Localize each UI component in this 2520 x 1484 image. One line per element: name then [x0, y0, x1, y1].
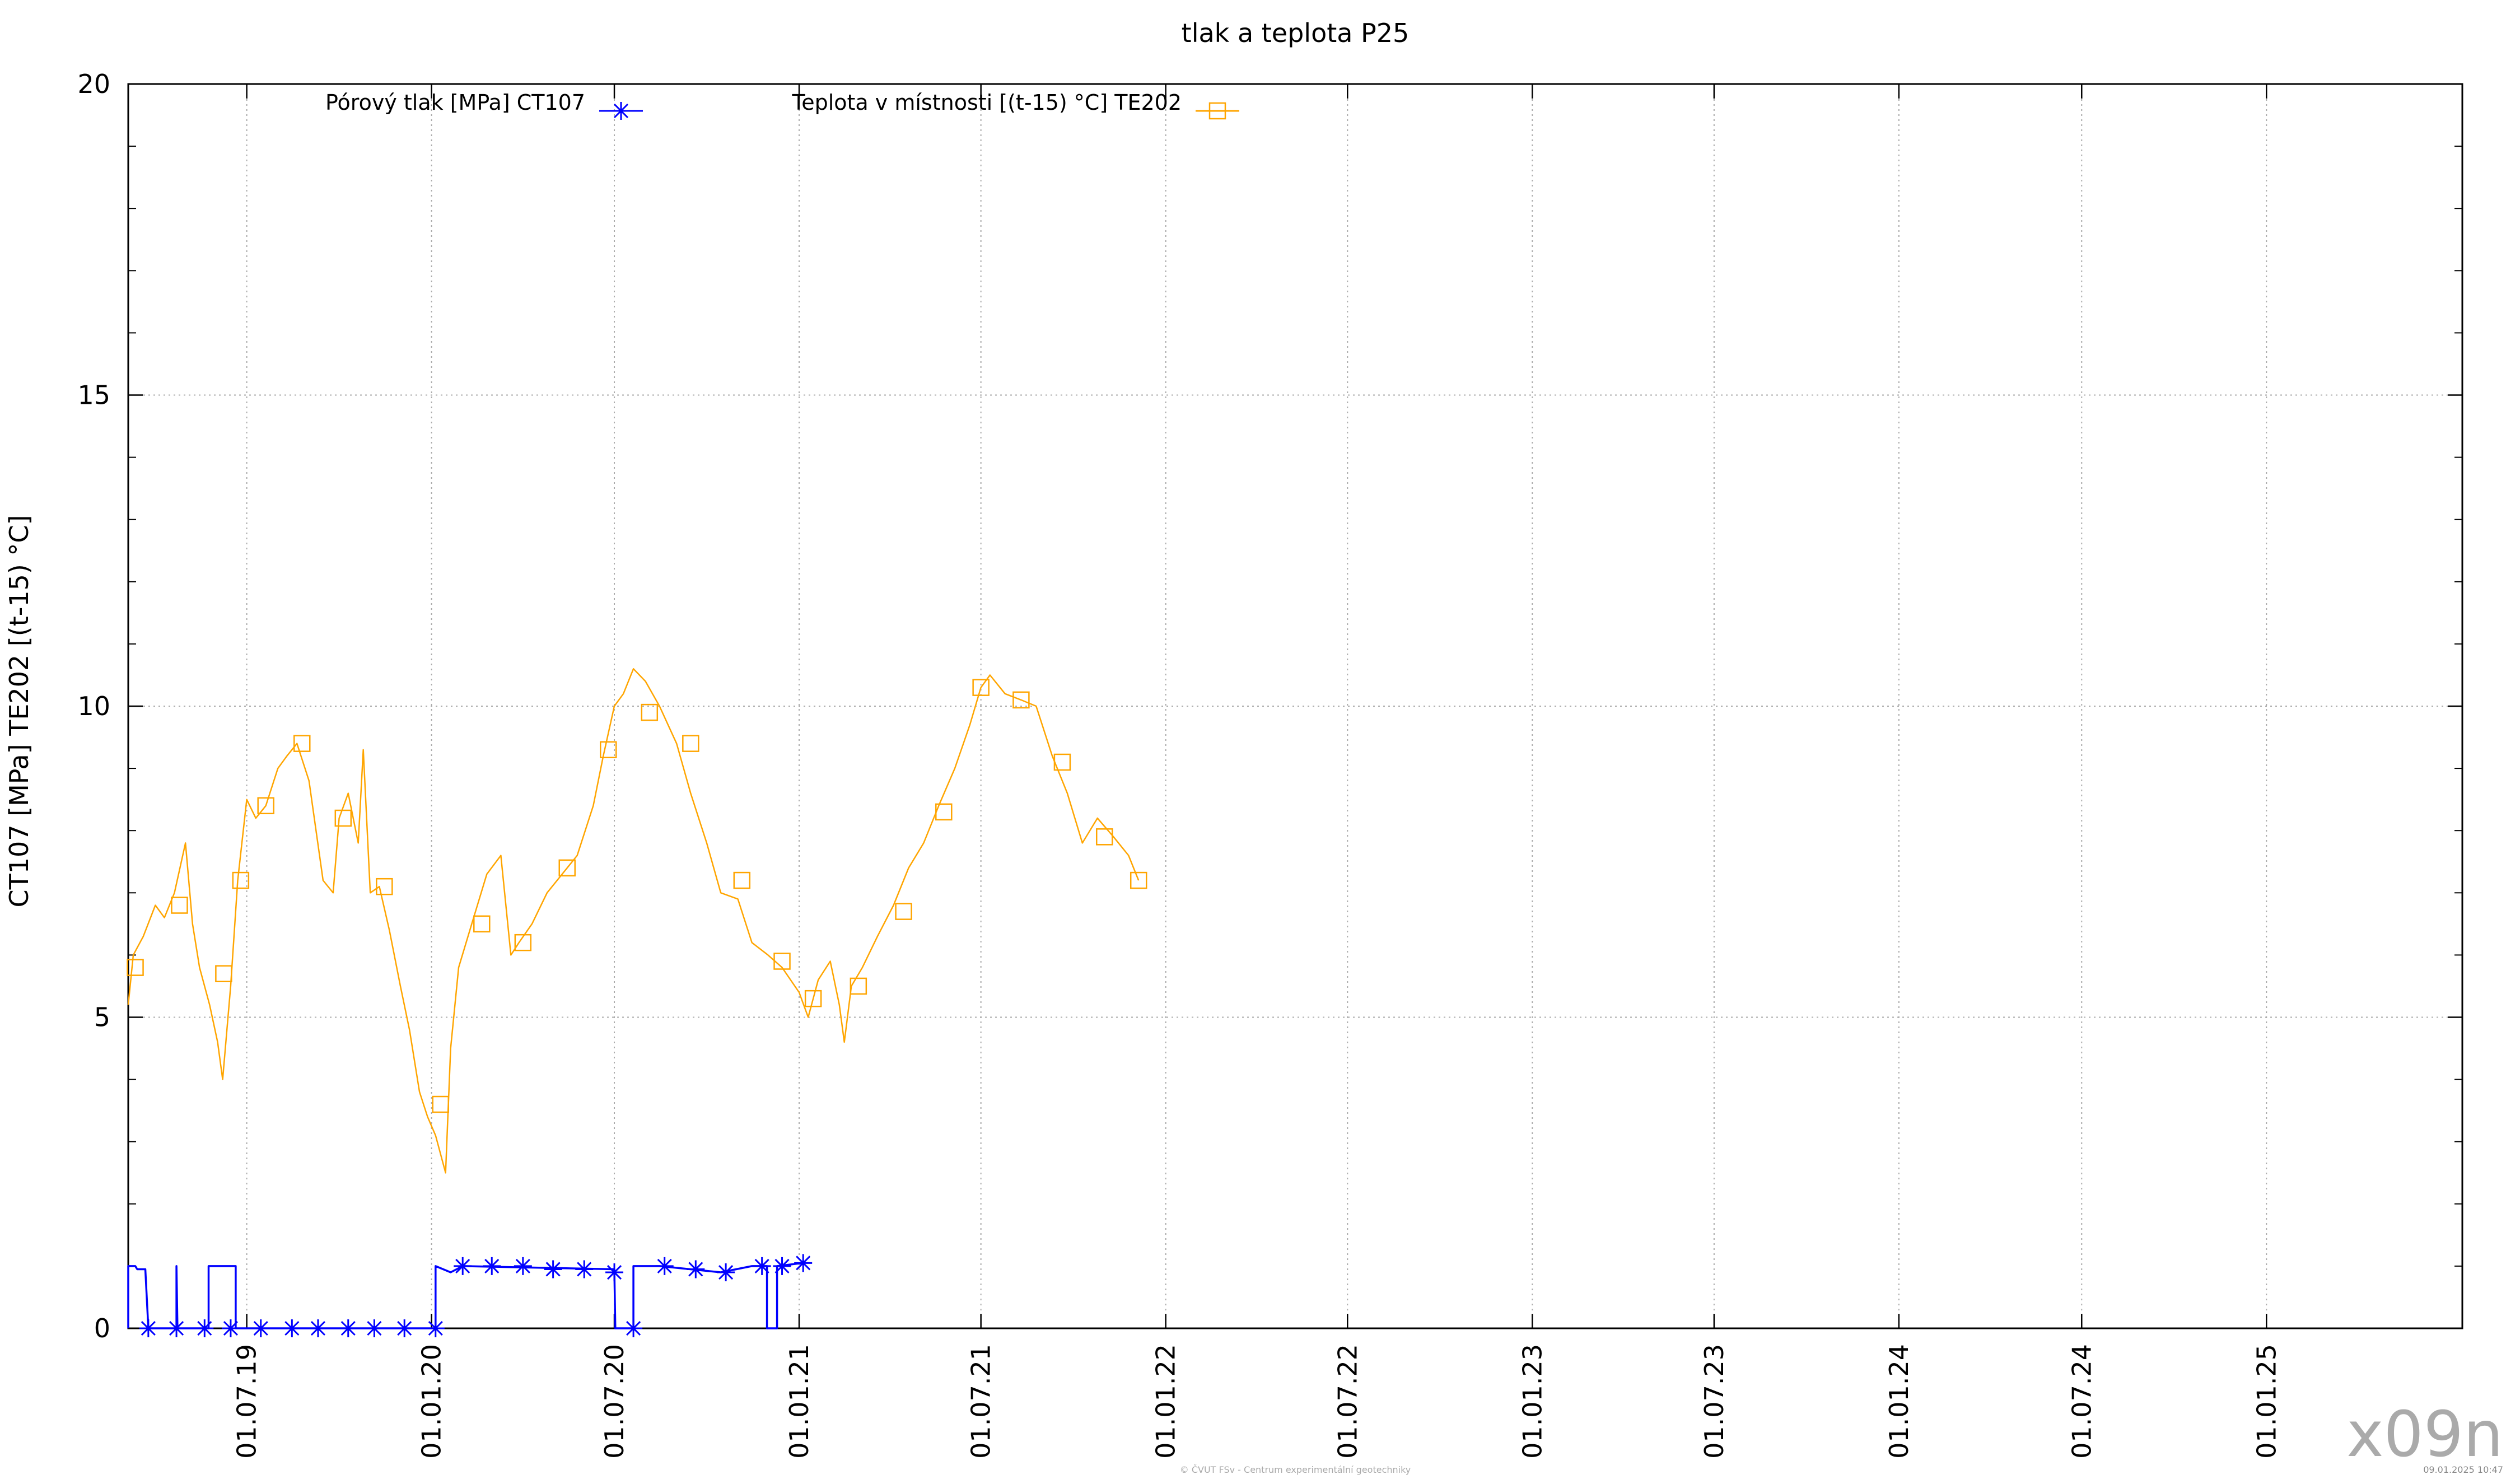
data-point-star	[309, 1319, 327, 1337]
data-point-star	[365, 1319, 384, 1337]
data-point-star	[605, 1263, 624, 1282]
data-point-square	[1053, 753, 1071, 771]
y-tick-label: 10	[77, 691, 110, 721]
y-tick-label: 20	[77, 69, 110, 99]
data-point-square	[171, 897, 188, 914]
data-point-star	[454, 1257, 472, 1275]
data-point-star	[544, 1260, 562, 1278]
data-point-square	[558, 859, 576, 877]
data-point-star	[395, 1319, 414, 1337]
x-tick-label: 01.01.24	[1884, 1344, 1914, 1459]
series-ct107	[127, 1254, 813, 1337]
x-tick-label: 01.07.24	[2066, 1344, 2097, 1459]
copyright-text: © ČVUT FSv - Centrum experimentální geot…	[1180, 1464, 1411, 1475]
data-point-star	[426, 1319, 445, 1337]
data-point-star	[139, 1319, 157, 1337]
data-point-star	[221, 1319, 240, 1337]
legend-item: Pórový tlak [MPa] CT107	[325, 90, 643, 120]
data-point-square	[1208, 102, 1226, 120]
data-point-star	[794, 1254, 813, 1272]
y-tick-label: 15	[77, 380, 110, 410]
data-point-square	[935, 803, 953, 821]
y-tick-label: 0	[94, 1313, 110, 1343]
data-point-star	[283, 1319, 301, 1337]
data-point-star	[655, 1257, 674, 1275]
x-tick-label: 01.01.23	[1517, 1344, 1547, 1459]
data-point-star	[514, 1257, 532, 1275]
data-point-square	[432, 1095, 450, 1113]
data-point-star	[167, 1319, 186, 1337]
data-point-square	[600, 741, 617, 759]
data-point-square	[257, 797, 274, 815]
data-point-star	[251, 1319, 270, 1337]
data-point-star	[483, 1257, 501, 1275]
data-point-star	[717, 1263, 735, 1282]
data-point-star	[575, 1260, 594, 1278]
data-point-square	[733, 871, 751, 889]
x-tick-label: 01.01.25	[2251, 1344, 2281, 1459]
x-tick-label: 01.07.21	[966, 1344, 996, 1459]
legend-label: Teplota v místnosti [(t-15) °C] TE202	[791, 90, 1182, 115]
series-line	[127, 668, 1140, 1174]
data-point-square	[682, 735, 699, 752]
data-point-square	[1012, 691, 1030, 709]
series-te202	[127, 668, 1147, 1174]
data-point-star	[753, 1257, 771, 1275]
timestamp-text: 09.01.2025 10:47	[2423, 1464, 2503, 1475]
data-point-square	[641, 703, 659, 721]
x-tick-label: 01.01.21	[784, 1344, 814, 1459]
legend-label: Pórový tlak [MPa] CT107	[325, 90, 585, 115]
data-point-square	[850, 977, 867, 995]
series-layer	[127, 668, 1147, 1337]
legend: Pórový tlak [MPa] CT107 Teplota v místnos…	[325, 90, 1239, 120]
x-tick-label: 01.07.22	[1332, 1344, 1362, 1459]
data-point-star	[687, 1260, 705, 1278]
data-point-square	[215, 965, 232, 982]
data-point-square	[473, 915, 491, 933]
data-point-square	[293, 735, 311, 752]
grid	[128, 84, 2462, 1328]
data-point-star	[339, 1319, 357, 1337]
data-point-star	[624, 1319, 643, 1337]
data-point-square	[773, 953, 791, 970]
y-axis-label: CT107 [MPa] TE202 [(t-15) °C]	[4, 515, 34, 908]
data-point-square	[376, 878, 393, 895]
chart-title: tlak a teplota P25	[1182, 18, 1410, 48]
data-point-square	[895, 903, 912, 920]
data-point-square	[972, 679, 990, 696]
data-point-square	[804, 990, 822, 1007]
logo-watermark: x09n	[2346, 1398, 2503, 1471]
axis-ticks: 0 5 10 15 20 01.07.19 01.01.20 01.07.20 01.01.21…	[77, 69, 2462, 1459]
data-point-square	[232, 871, 250, 889]
legend-item: Teplota v místnosti [(t-15) °C] TE202	[791, 90, 1239, 120]
data-point-star	[612, 102, 630, 120]
data-point-square	[334, 809, 352, 827]
x-tick-label: 01.07.23	[1699, 1344, 1729, 1459]
x-tick-label: 01.01.22	[1151, 1344, 1181, 1459]
data-point-square	[127, 959, 144, 976]
data-point-square	[514, 934, 532, 951]
x-tick-label: 01.07.19	[232, 1344, 262, 1459]
y-tick-label: 5	[94, 1002, 110, 1033]
data-point-star	[773, 1257, 791, 1275]
data-point-square	[1095, 828, 1113, 846]
data-point-star	[195, 1319, 214, 1337]
x-tick-label: 01.07.20	[599, 1344, 629, 1459]
data-point-square	[1130, 871, 1147, 889]
x-tick-label: 01.01.20	[417, 1344, 447, 1459]
